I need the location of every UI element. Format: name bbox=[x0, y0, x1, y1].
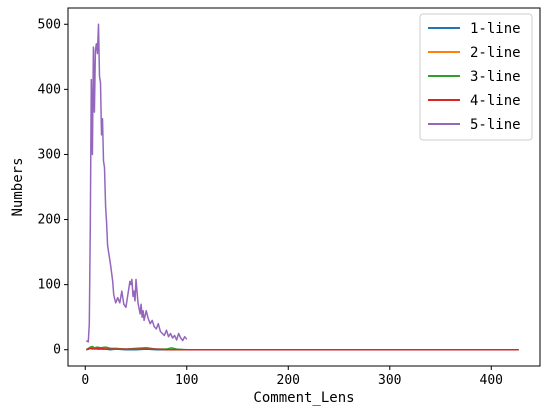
legend: 1-line 2-line 3-line 4-line 5-line bbox=[419, 13, 533, 141]
legend-label: 2-line bbox=[470, 45, 521, 61]
series-line-5 bbox=[85, 23, 188, 343]
legend-label: 5-line bbox=[470, 117, 521, 133]
y-tick-label: 0 bbox=[53, 343, 61, 358]
x-tick-label: 200 bbox=[277, 373, 300, 388]
y-tick-label: 300 bbox=[38, 147, 61, 162]
x-tick-label: 400 bbox=[480, 373, 503, 388]
x-tick-label: 300 bbox=[378, 373, 401, 388]
legend-box bbox=[419, 13, 533, 141]
y-tick-label: 500 bbox=[38, 17, 61, 32]
plot-area bbox=[85, 23, 519, 351]
x-tick-label: 100 bbox=[175, 373, 198, 388]
legend-label: 3-line bbox=[470, 69, 521, 85]
y-tick-label: 100 bbox=[38, 278, 61, 293]
legend-label: 1-line bbox=[470, 21, 521, 37]
y-tick-label: 400 bbox=[38, 82, 61, 97]
y-axis-label: Numbers bbox=[10, 157, 26, 216]
legend-label: 4-line bbox=[470, 93, 521, 109]
x-tick-label: 0 bbox=[81, 373, 89, 388]
y-axis: 0 100 200 300 400 500 bbox=[38, 17, 68, 358]
x-axis-label: Comment_Lens bbox=[253, 390, 354, 406]
x-axis: 0 100 200 300 400 bbox=[81, 366, 503, 388]
series-line-4 bbox=[86, 347, 519, 351]
axes-frame bbox=[67, 7, 541, 367]
y-tick-label: 200 bbox=[38, 213, 61, 228]
